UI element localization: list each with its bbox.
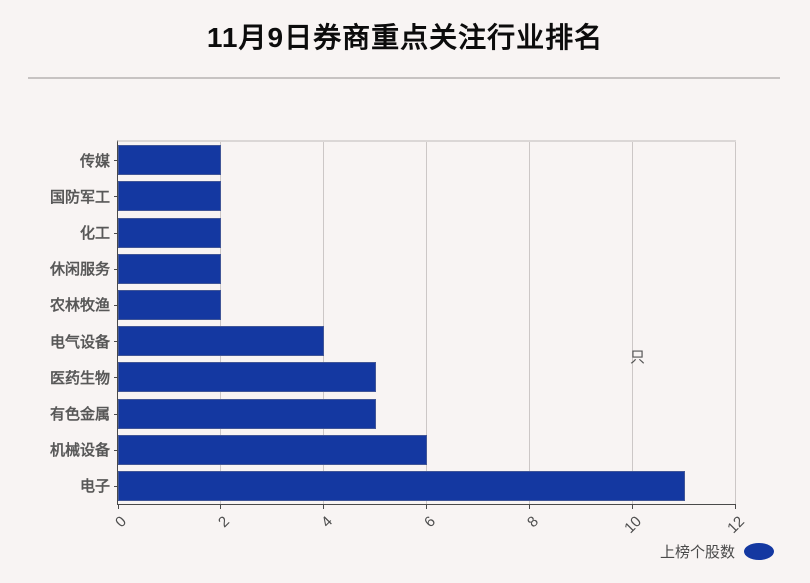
bar-化工 [118,217,221,248]
category-label-2: 化工 [79,225,110,242]
bar-row: 化工 [80,214,736,250]
y-axis-tick-mark [114,485,118,487]
plot-area: 传媒国防军工化工休闲服务农林牧渔电气设备医药生物有色金属机械设备电子 0 2 4 6 8… [50,140,748,537]
title-divider [28,77,780,79]
x-tick-label-4: 4 [318,513,337,531]
chart-title: 11月9日券商重点关注行业排名 [206,22,604,53]
x-tick-mark-12 [735,504,736,509]
bar-row: 电子 [80,468,736,504]
x-tick-label-0: 0 [112,513,131,531]
bar-国防军工 [118,181,221,212]
bar-rows: 传媒国防军工化工休闲服务农林牧渔电气设备医药生物有色金属机械设备电子 [50,142,736,504]
bar-农林牧渔 [118,289,221,320]
bar-row: 电气设备 [50,323,736,359]
y-axis-tick-mark [114,377,118,379]
category-label-9: 电子 [79,478,110,496]
y-axis-tick-mark [114,232,118,234]
y-axis-tick-mark [114,268,118,270]
y-axis-tick-mark [114,449,118,451]
legend-series-marker-icon [744,543,774,560]
x-tick-label-2: 2 [215,513,234,531]
bar-row: 农林牧渔 [50,287,736,323]
bar-电子 [118,470,685,501]
x-tick-label-6: 6 [421,513,440,531]
x-tick-mark-6 [426,504,427,509]
bar-row: 国防军工 [50,178,736,214]
y-axis-tick-mark [114,196,118,198]
y-axis-tick-mark [114,341,118,343]
grid-line-x-2 [219,142,221,504]
bar-row: 休闲服务 [50,251,736,287]
category-label-6: 医药生物 [49,369,110,387]
category-label-5: 电气设备 [49,333,110,351]
grid-line-x-4 [322,142,324,504]
grid-line-x-12 [735,142,736,504]
x-tick-label-10: 10 [621,513,646,537]
bar-row: 传媒 [80,142,736,178]
x-tick-mark-2 [219,504,221,509]
category-label-3: 休闲服务 [49,261,110,279]
bar-机械设备 [118,434,427,465]
x-axis: 0 2 4 6 8 10 12 [112,504,748,564]
bar-有色金属 [118,398,376,429]
x-tick-label-8: 8 [524,513,543,531]
y-axis-tick-mark [114,413,118,415]
bar-row: 医药生物 [50,359,736,395]
x-tick-mark-8 [528,504,530,509]
bar-电气设备 [118,326,324,357]
category-label-7: 有色金属 [49,406,110,424]
grid-line-x-10 [632,142,633,504]
grid-line-x-6 [426,142,427,504]
bar-医药生物 [118,362,376,393]
x-tick-mark-0 [118,504,119,509]
x-axis-unit-label: 只 [630,349,646,366]
category-label-0: 传媒 [79,152,110,170]
bar-row: 有色金属 [50,395,736,431]
category-label-1: 国防军工 [49,188,110,206]
legend-item[interactable]: 上榜个股数 [660,541,774,562]
bar-row: 机械设备 [50,432,736,468]
legend-label: 上榜个股数 [659,544,735,561]
bar-传媒 [118,145,221,176]
grid-line-x-8 [528,142,530,504]
category-label-4: 农林牧渔 [49,297,110,315]
x-tick-mark-4 [322,504,324,509]
category-label-8: 机械设备 [49,442,110,460]
x-tick-mark-10 [632,504,633,509]
y-axis-tick-mark [114,160,118,162]
bar-休闲服务 [118,253,221,284]
y-axis-tick-mark [114,304,118,306]
